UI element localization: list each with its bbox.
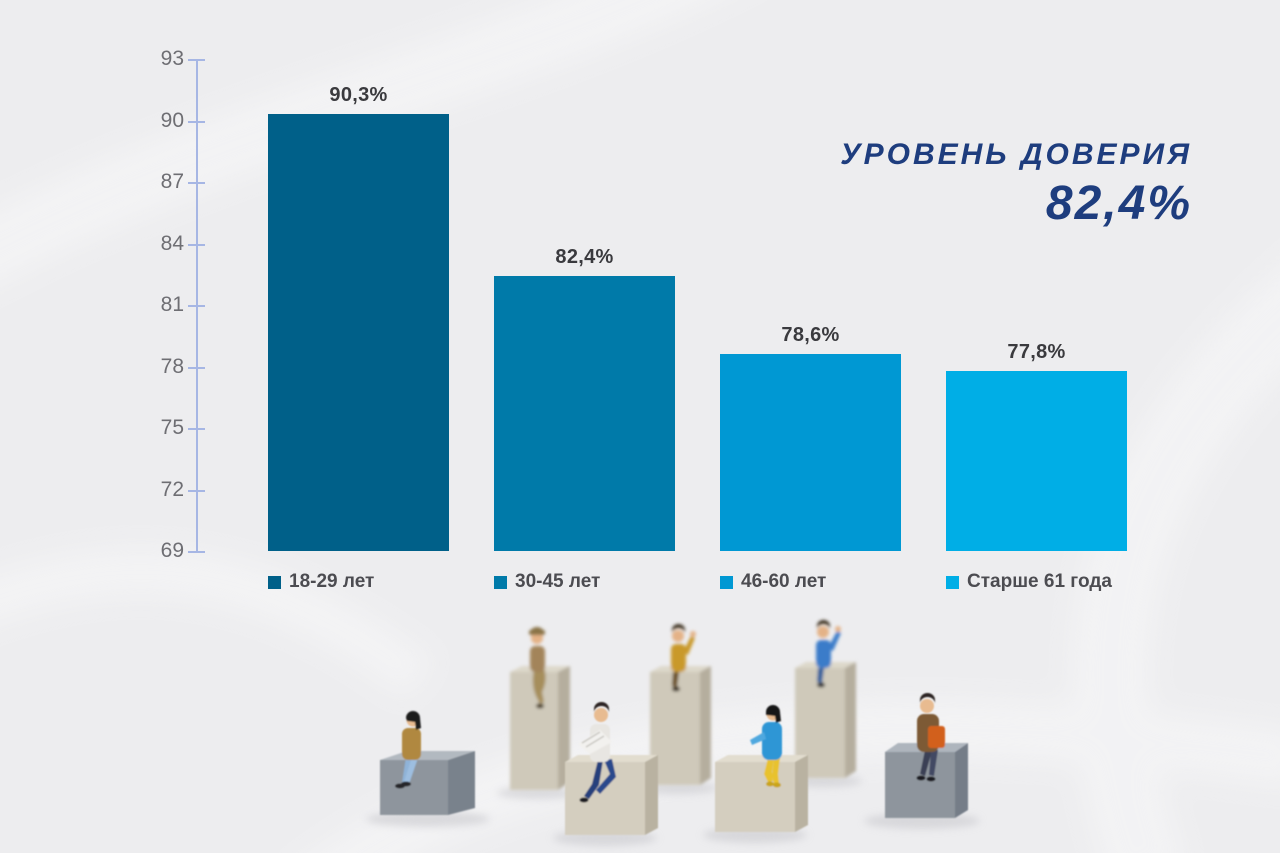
legend-label: 30-45 лет xyxy=(515,571,601,592)
legend-item: 46-60 лет xyxy=(720,571,826,593)
legend-label: 18-29 лет xyxy=(289,571,375,592)
y-axis-tick xyxy=(188,59,205,61)
y-axis-tick xyxy=(188,120,205,123)
column-yellow-figure xyxy=(650,624,711,785)
headline-value: 82,4% xyxy=(1045,177,1192,230)
legend-swatch xyxy=(268,575,281,589)
bar-18-29 лет xyxy=(268,114,449,551)
legend-swatch xyxy=(720,575,733,589)
bar-value-label: 78,6% xyxy=(781,324,840,347)
chart-title-block: УРОВЕНЬ ДОВЕРИЯ 82,4% xyxy=(840,138,1192,231)
legend-item: 30-45 лет xyxy=(494,571,600,593)
y-axis-tick xyxy=(188,428,205,430)
column-blue-figure xyxy=(795,620,856,778)
y-axis-tick xyxy=(188,551,205,553)
y-axis-tick xyxy=(188,182,205,184)
legend-swatch xyxy=(494,575,507,589)
y-axis-tick xyxy=(188,305,205,307)
legend-label: 46-60 лет xyxy=(741,571,827,592)
y-axis-tick xyxy=(188,366,205,369)
legend-item: 18-29 лет xyxy=(268,571,374,593)
y-axis-tick-label: 93 xyxy=(160,47,184,70)
y-axis-tick-label: 90 xyxy=(160,108,184,132)
legend-swatch xyxy=(946,575,959,589)
y-axis-tick-label: 78 xyxy=(160,354,184,378)
figurines-photo xyxy=(366,620,980,846)
bar-value-label: 82,4% xyxy=(555,246,614,269)
block-bluecoat-woman xyxy=(715,705,808,832)
bar-30-45 лет xyxy=(494,276,675,551)
chart-title: УРОВЕНЬ ДОВЕРИЯ xyxy=(840,138,1192,171)
legend-item: Старше 61 года xyxy=(946,571,1112,593)
bar-46-60 лет xyxy=(720,354,901,551)
y-axis-tick xyxy=(188,489,205,492)
legend-label: Старше 61 года xyxy=(967,571,1112,592)
y-axis-tick-label: 75 xyxy=(160,416,184,439)
y-axis-tick-label: 87 xyxy=(160,170,184,193)
block-newspaper-man xyxy=(565,702,658,835)
y-axis-tick-label: 69 xyxy=(160,539,184,562)
column-khaki-figure xyxy=(510,627,570,790)
bar-value-label: 77,8% xyxy=(1007,340,1066,363)
cube-woman-jeans xyxy=(380,711,475,815)
y-axis-tick-label: 84 xyxy=(160,231,184,255)
bar-Старше 61 года xyxy=(946,370,1127,551)
y-axis-tick-label: 72 xyxy=(160,477,184,501)
cube-orangebag-man xyxy=(885,693,968,818)
y-axis-tick xyxy=(188,243,205,246)
y-axis-tick-label: 81 xyxy=(160,293,184,316)
bar-value-label: 90,3% xyxy=(329,84,388,107)
